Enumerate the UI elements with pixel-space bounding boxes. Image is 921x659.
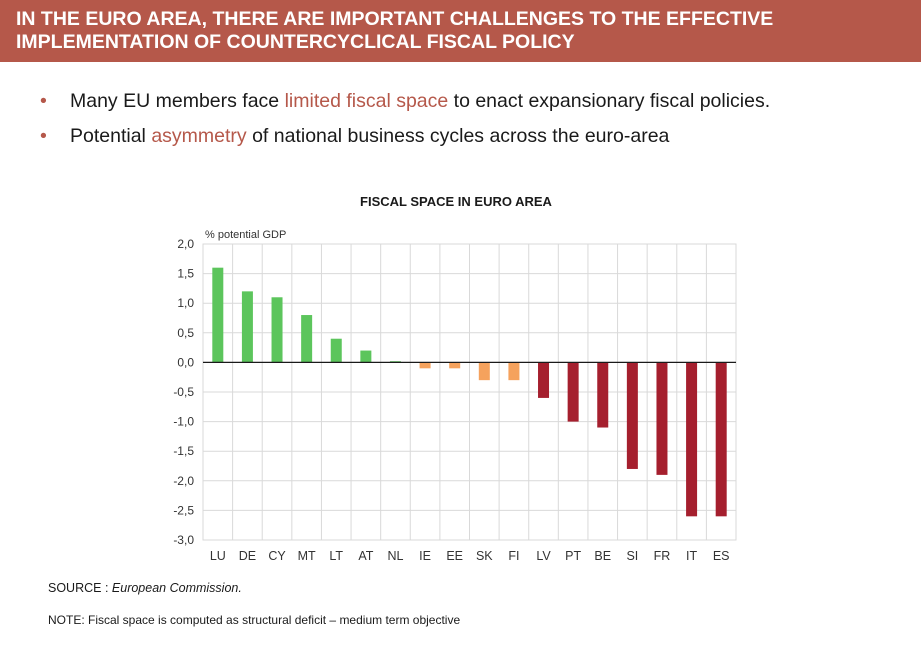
x-tick-label: CY — [268, 549, 286, 563]
highlight-text: limited fiscal space — [284, 90, 449, 112]
x-tick-label: PT — [565, 549, 581, 563]
x-tick-label: FI — [508, 549, 519, 563]
bar-it — [686, 362, 698, 517]
chart-title: FISCAL SPACE IN EURO AREA — [360, 194, 552, 209]
y-tick-label: -3,0 — [173, 533, 194, 547]
bar-be — [597, 362, 609, 428]
bullet-item: • Many EU members face limited fiscal sp… — [40, 90, 771, 112]
y-tick-label: 2,0 — [177, 237, 194, 251]
bar-lu — [212, 267, 224, 363]
header-banner: IN THE EURO AREA, THERE ARE IMPORTANT CH… — [0, 0, 921, 62]
x-tick-label: SI — [626, 549, 638, 563]
note-text: NOTE: Fiscal space is computed as struct… — [48, 613, 461, 627]
x-tick-label: LT — [329, 549, 343, 563]
x-tick-label: DE — [239, 549, 256, 563]
x-tick-label: BE — [594, 549, 611, 563]
x-tick-label: MT — [298, 549, 316, 563]
x-tick-label: FR — [654, 549, 671, 563]
x-tick-label: LU — [210, 549, 226, 563]
y-tick-label: 0,0 — [177, 355, 194, 369]
bar-fr — [656, 362, 668, 475]
bar-si — [626, 362, 638, 469]
y-tick-label: -1,5 — [173, 444, 194, 458]
bullet-dot-icon: • — [40, 90, 47, 112]
y-tick-label: -1,0 — [173, 415, 194, 429]
bar-ee — [449, 362, 461, 369]
highlight-text: asymmetry — [151, 125, 247, 147]
page-title: IN THE EURO AREA, THERE ARE IMPORTANT CH… — [16, 8, 774, 53]
bullet-dot-icon: • — [40, 125, 47, 147]
source-value: European Commission. — [111, 581, 242, 595]
bar-lv — [538, 362, 550, 398]
y-tick-label: -2,0 — [173, 474, 194, 488]
x-tick-label: ES — [713, 549, 730, 563]
bar-lt — [330, 338, 342, 363]
bar-de — [241, 291, 253, 363]
bar-es — [715, 362, 727, 517]
y-tick-label: -2,5 — [173, 503, 194, 517]
x-tick-label: IT — [686, 549, 697, 563]
y-tick-label: -0,5 — [173, 385, 194, 399]
bar-fi — [508, 362, 520, 381]
x-tick-label: LV — [536, 549, 551, 563]
x-tick-label: AT — [358, 549, 373, 563]
y-tick-label: 0,5 — [177, 326, 194, 340]
bar-pt — [567, 362, 579, 422]
bar-cy — [271, 297, 283, 363]
source-line: SOURCE : European Commission. — [48, 581, 242, 595]
bar-ie — [419, 362, 431, 369]
bullet-list: • Many EU members face limited fiscal sp… — [40, 88, 770, 158]
y-tick-label: 1,0 — [177, 296, 194, 310]
bar-at — [360, 350, 372, 363]
x-tick-label: NL — [387, 549, 403, 563]
bar-sk — [478, 362, 490, 381]
bar-mt — [301, 315, 313, 363]
bullet-item: • Potential asymmetry of national busine… — [40, 125, 670, 147]
x-tick-label: SK — [476, 549, 493, 563]
x-tick-label: IE — [419, 549, 431, 563]
y-tick-label: 1,5 — [177, 267, 194, 281]
y-axis-label: % potential GDP — [205, 229, 286, 241]
x-tick-label: EE — [446, 549, 463, 563]
